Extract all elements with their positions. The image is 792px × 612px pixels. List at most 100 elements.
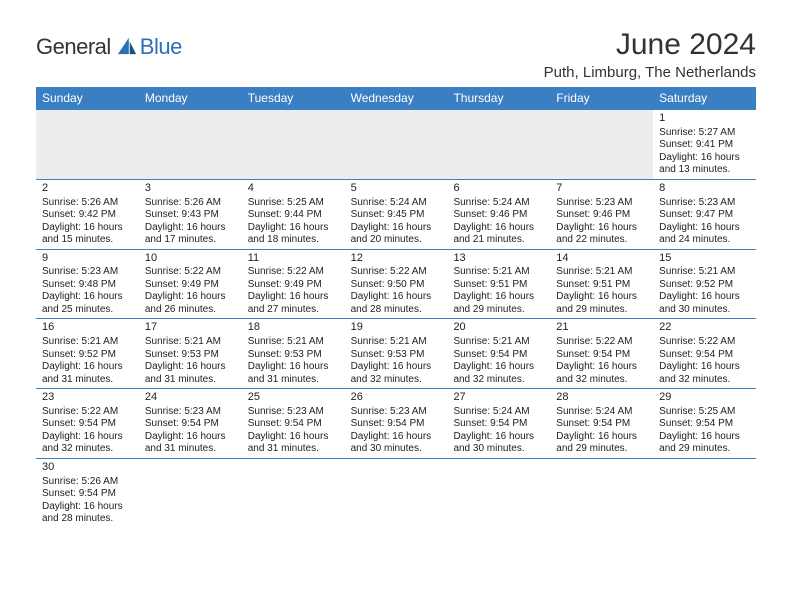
day-number: 4 xyxy=(248,182,341,196)
daylight-line-2: and 28 minutes. xyxy=(42,513,135,526)
calendar-cell: 17Sunrise: 5:21 AMSunset: 9:53 PMDayligh… xyxy=(139,319,242,388)
sunset-line: Sunset: 9:54 PM xyxy=(248,418,341,431)
calendar-cell xyxy=(550,110,653,179)
day-number: 23 xyxy=(42,391,135,405)
daylight-line-2: and 25 minutes. xyxy=(42,304,135,317)
sunrise-line: Sunrise: 5:22 AM xyxy=(351,266,444,279)
day-number: 27 xyxy=(453,391,546,405)
calendar-cell: 29Sunrise: 5:25 AMSunset: 9:54 PMDayligh… xyxy=(653,389,756,458)
daylight-line-2: and 21 minutes. xyxy=(453,234,546,247)
month-title: June 2024 xyxy=(544,28,756,62)
daylight-line-2: and 18 minutes. xyxy=(248,234,341,247)
daylight-line-2: and 31 minutes. xyxy=(145,443,238,456)
location-text: Puth, Limburg, The Netherlands xyxy=(544,64,756,81)
daylight-line-1: Daylight: 16 hours xyxy=(248,431,341,444)
sunset-line: Sunset: 9:46 PM xyxy=(453,209,546,222)
sunrise-line: Sunrise: 5:24 AM xyxy=(556,406,649,419)
sunset-line: Sunset: 9:53 PM xyxy=(248,349,341,362)
weekday-header-row: Sunday Monday Tuesday Wednesday Thursday… xyxy=(36,87,756,110)
day-number: 25 xyxy=(248,391,341,405)
day-number: 16 xyxy=(42,321,135,335)
daylight-line-2: and 30 minutes. xyxy=(453,443,546,456)
daylight-line-1: Daylight: 16 hours xyxy=(659,431,752,444)
calendar-cell: 5Sunrise: 5:24 AMSunset: 9:45 PMDaylight… xyxy=(345,180,448,249)
brand-word-2: Blue xyxy=(140,34,182,60)
sunrise-line: Sunrise: 5:27 AM xyxy=(659,127,752,140)
sunset-line: Sunset: 9:49 PM xyxy=(248,279,341,292)
weekday-header: Wednesday xyxy=(345,87,448,110)
calendar-cell: 28Sunrise: 5:24 AMSunset: 9:54 PMDayligh… xyxy=(550,389,653,458)
sunset-line: Sunset: 9:54 PM xyxy=(556,349,649,362)
calendar-cell: 9Sunrise: 5:23 AMSunset: 9:48 PMDaylight… xyxy=(36,250,139,319)
sunset-line: Sunset: 9:54 PM xyxy=(453,418,546,431)
daylight-line-2: and 32 minutes. xyxy=(42,443,135,456)
sunrise-line: Sunrise: 5:23 AM xyxy=(248,406,341,419)
sunrise-line: Sunrise: 5:24 AM xyxy=(453,406,546,419)
weekday-header: Thursday xyxy=(447,87,550,110)
sunrise-line: Sunrise: 5:21 AM xyxy=(453,336,546,349)
day-number: 6 xyxy=(453,182,546,196)
daylight-line-2: and 26 minutes. xyxy=(145,304,238,317)
daylight-line-2: and 22 minutes. xyxy=(556,234,649,247)
brand-word-1: General xyxy=(36,34,111,60)
calendar-cell: 27Sunrise: 5:24 AMSunset: 9:54 PMDayligh… xyxy=(447,389,550,458)
weeks-container: 1Sunrise: 5:27 AMSunset: 9:41 PMDaylight… xyxy=(36,110,756,528)
daylight-line-2: and 24 minutes. xyxy=(659,234,752,247)
daylight-line-2: and 32 minutes. xyxy=(659,374,752,387)
daylight-line-2: and 29 minutes. xyxy=(659,443,752,456)
calendar-cell: 16Sunrise: 5:21 AMSunset: 9:52 PMDayligh… xyxy=(36,319,139,388)
daylight-line-1: Daylight: 16 hours xyxy=(556,431,649,444)
calendar-grid: Sunday Monday Tuesday Wednesday Thursday… xyxy=(36,87,756,528)
day-number: 17 xyxy=(145,321,238,335)
sunrise-line: Sunrise: 5:26 AM xyxy=(42,197,135,210)
day-number: 14 xyxy=(556,252,649,266)
daylight-line-1: Daylight: 16 hours xyxy=(351,222,444,235)
daylight-line-1: Daylight: 16 hours xyxy=(659,361,752,374)
daylight-line-1: Daylight: 16 hours xyxy=(145,431,238,444)
day-number: 7 xyxy=(556,182,649,196)
sunrise-line: Sunrise: 5:21 AM xyxy=(351,336,444,349)
daylight-line-1: Daylight: 16 hours xyxy=(659,222,752,235)
daylight-line-2: and 31 minutes. xyxy=(248,374,341,387)
calendar-cell: 11Sunrise: 5:22 AMSunset: 9:49 PMDayligh… xyxy=(242,250,345,319)
sunset-line: Sunset: 9:54 PM xyxy=(42,488,135,501)
calendar-cell xyxy=(345,110,448,179)
day-number: 13 xyxy=(453,252,546,266)
sunset-line: Sunset: 9:53 PM xyxy=(351,349,444,362)
sunset-line: Sunset: 9:54 PM xyxy=(145,418,238,431)
daylight-line-1: Daylight: 16 hours xyxy=(248,222,341,235)
daylight-line-1: Daylight: 16 hours xyxy=(42,431,135,444)
sunrise-line: Sunrise: 5:24 AM xyxy=(453,197,546,210)
calendar-cell: 4Sunrise: 5:25 AMSunset: 9:44 PMDaylight… xyxy=(242,180,345,249)
calendar-cell: 30Sunrise: 5:26 AMSunset: 9:54 PMDayligh… xyxy=(36,459,139,528)
daylight-line-1: Daylight: 16 hours xyxy=(42,222,135,235)
calendar-cell: 12Sunrise: 5:22 AMSunset: 9:50 PMDayligh… xyxy=(345,250,448,319)
calendar-cell: 20Sunrise: 5:21 AMSunset: 9:54 PMDayligh… xyxy=(447,319,550,388)
calendar-cell xyxy=(653,459,756,528)
day-number: 10 xyxy=(145,252,238,266)
day-number: 18 xyxy=(248,321,341,335)
weekday-header: Saturday xyxy=(653,87,756,110)
sunset-line: Sunset: 9:53 PM xyxy=(145,349,238,362)
sunset-line: Sunset: 9:54 PM xyxy=(42,418,135,431)
day-number: 5 xyxy=(351,182,444,196)
calendar-cell: 19Sunrise: 5:21 AMSunset: 9:53 PMDayligh… xyxy=(345,319,448,388)
sunrise-line: Sunrise: 5:23 AM xyxy=(659,197,752,210)
day-number: 20 xyxy=(453,321,546,335)
sunrise-line: Sunrise: 5:22 AM xyxy=(659,336,752,349)
daylight-line-2: and 32 minutes. xyxy=(351,374,444,387)
daylight-line-2: and 29 minutes. xyxy=(556,443,649,456)
sunrise-line: Sunrise: 5:24 AM xyxy=(351,197,444,210)
page-header: General Blue June 2024 Puth, Limburg, Th… xyxy=(36,28,756,81)
calendar-cell: 26Sunrise: 5:23 AMSunset: 9:54 PMDayligh… xyxy=(345,389,448,458)
calendar-cell: 14Sunrise: 5:21 AMSunset: 9:51 PMDayligh… xyxy=(550,250,653,319)
daylight-line-2: and 30 minutes. xyxy=(351,443,444,456)
calendar-cell xyxy=(550,459,653,528)
daylight-line-2: and 17 minutes. xyxy=(145,234,238,247)
calendar-cell: 24Sunrise: 5:23 AMSunset: 9:54 PMDayligh… xyxy=(139,389,242,458)
daylight-line-1: Daylight: 16 hours xyxy=(248,291,341,304)
day-number: 3 xyxy=(145,182,238,196)
sunset-line: Sunset: 9:46 PM xyxy=(556,209,649,222)
calendar-cell xyxy=(447,459,550,528)
sunrise-line: Sunrise: 5:22 AM xyxy=(556,336,649,349)
